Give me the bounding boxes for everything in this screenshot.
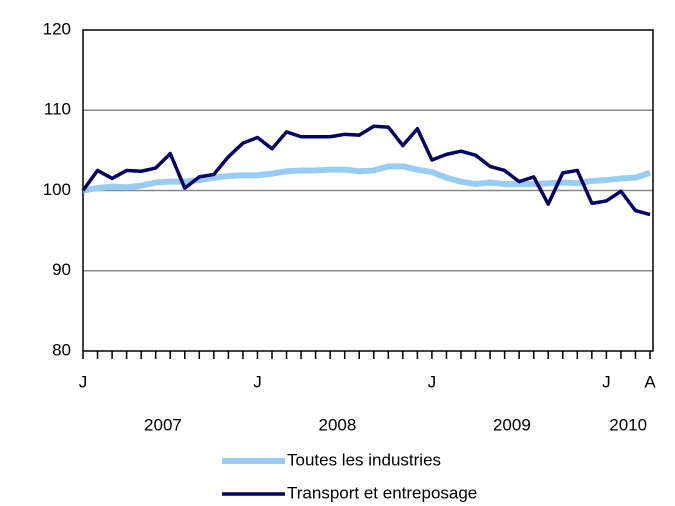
legend-label: Transport et entreposage [287, 483, 477, 502]
legend-label: Toutes les industries [287, 450, 441, 469]
y-tick-label: 100 [43, 180, 71, 199]
y-tick-label: 120 [43, 19, 71, 38]
x-tick-label: J [253, 372, 262, 391]
x-group-label: 2010 [609, 415, 647, 434]
x-tick-label: J [79, 372, 88, 391]
y-tick-label: 80 [52, 340, 71, 359]
series-line [81, 124, 651, 217]
x-tick-label: J [602, 372, 611, 391]
x-group-label: 2009 [493, 415, 531, 434]
x-group-label: 2007 [144, 415, 182, 434]
x-group-label: 2008 [319, 415, 357, 434]
x-tick-label: A [644, 372, 656, 391]
y-tick-label: 110 [44, 100, 71, 119]
x-tick-label: J [428, 372, 437, 391]
y-tick-label: 90 [52, 260, 71, 279]
series-line [82, 163, 651, 194]
